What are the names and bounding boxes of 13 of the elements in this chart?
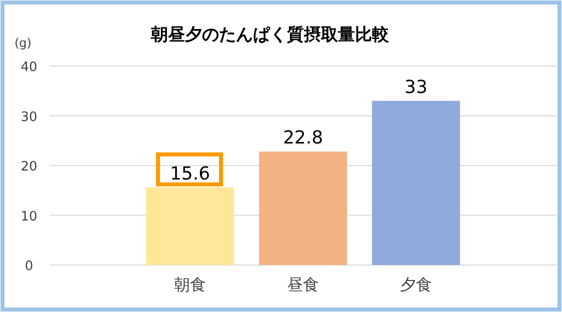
data-label: 15.6 [170,163,210,184]
y-tick-label: 0 [24,259,34,274]
x-tick-label: 夕食 [400,275,432,294]
y-tick-label: 10 [20,209,38,224]
x-tick-label: 朝食 [174,275,206,294]
y-axis-title: (g) [14,36,32,50]
chart-title: 朝昼夕のたんぱく質摂取量比較 [150,25,390,45]
data-label: 22.8 [282,128,324,149]
x-tick-label: 昼食 [287,275,319,294]
data-label: 33 [404,76,428,98]
y-tick-label: 20 [20,160,38,174]
y-tick-label: 30 [20,110,38,125]
y-tick-label: 40 [20,60,38,75]
